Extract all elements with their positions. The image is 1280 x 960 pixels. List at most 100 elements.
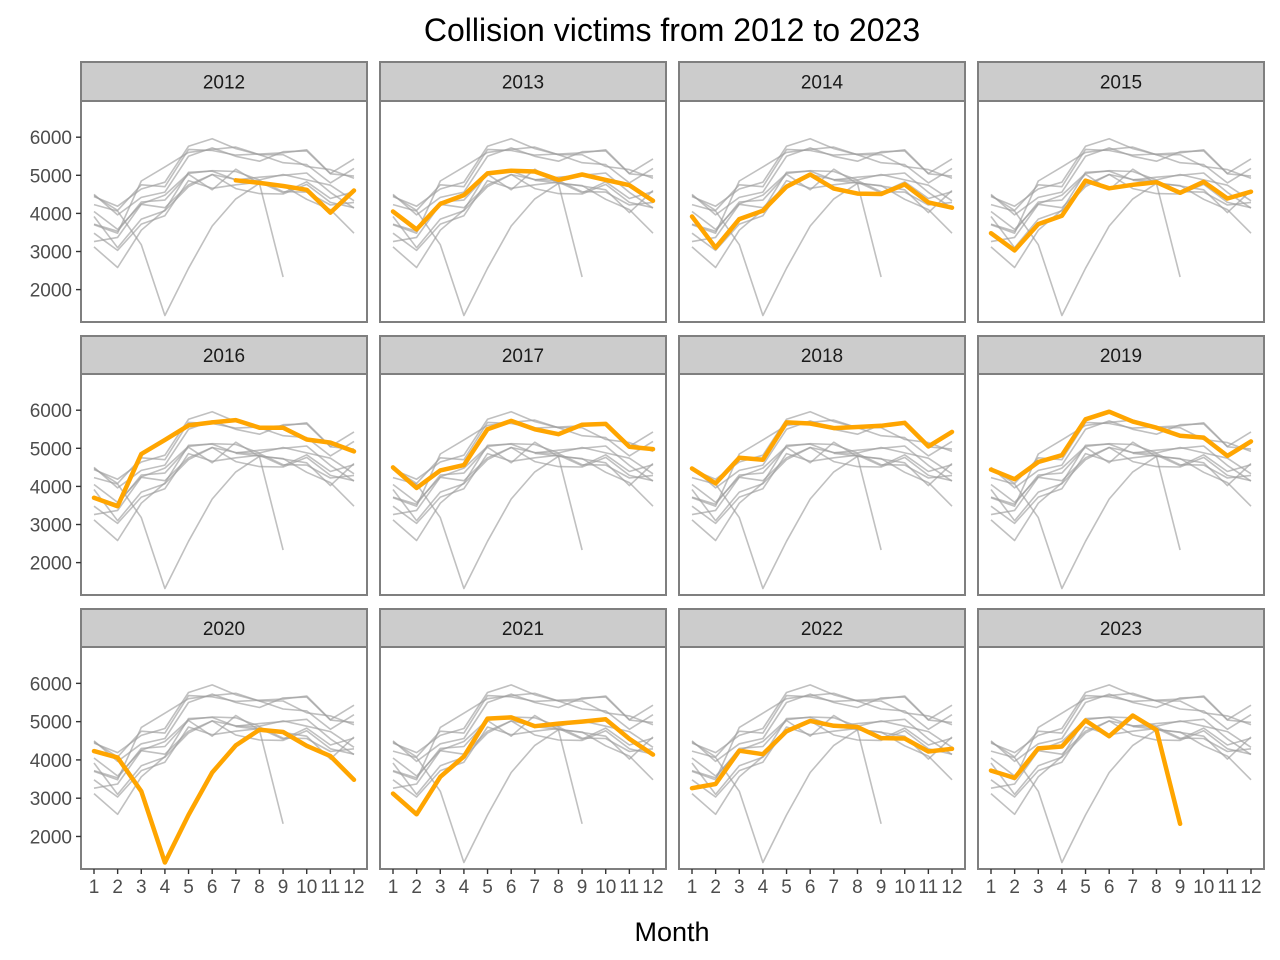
x-tick-label: 3 <box>1033 877 1044 898</box>
highlight-line-2016 <box>91 417 357 509</box>
x-tick-label: 10 <box>1193 877 1214 898</box>
strip-background <box>977 61 1265 102</box>
background-line-2021 <box>93 443 355 542</box>
background-line-2022 <box>93 446 355 516</box>
background-line-2015 <box>392 452 654 525</box>
background-line-2018 <box>990 694 1252 758</box>
background-line-2022 <box>392 446 654 516</box>
x-tick-label: 7 <box>530 877 541 898</box>
strip-label: 2019 <box>1100 346 1142 367</box>
background-line-2015 <box>392 179 654 252</box>
background-line-2020 <box>990 455 1252 590</box>
background-line-2018 <box>93 148 355 212</box>
y-tick-label: 5000 <box>30 166 72 187</box>
x-tick-label: 2 <box>411 877 422 898</box>
background-line-2019 <box>990 137 1252 207</box>
background-line-2020 <box>691 728 953 864</box>
background-line-2022 <box>990 173 1252 243</box>
facet-panel-2019: 2019 <box>977 335 1265 596</box>
background-line-2023 <box>990 168 1181 278</box>
y-tick-label: 2000 <box>30 827 72 848</box>
background-line-2014 <box>691 446 953 522</box>
background-line-2023 <box>93 168 284 278</box>
facet-panels: 2012 2000 3000 4000 5000 6000 2013 2014 2015 2016… <box>30 61 1265 898</box>
background-line-2014 <box>392 446 654 522</box>
strip-label: 2015 <box>1100 73 1142 94</box>
x-tick-label: 5 <box>1080 877 1091 898</box>
background-line-2018 <box>990 421 1252 485</box>
y-tick-label: 3000 <box>30 243 72 264</box>
background-line-2020 <box>392 455 654 590</box>
x-tick-label: 8 <box>254 877 265 898</box>
background-line-2021 <box>691 170 953 269</box>
highlight-line-2020 <box>91 727 357 865</box>
background-line-2018 <box>691 694 953 758</box>
x-tick-label: 6 <box>1104 877 1115 898</box>
background-line-2021 <box>691 443 953 542</box>
x-tick-label: 9 <box>876 877 887 898</box>
y-tick-label: 6000 <box>30 674 72 695</box>
background-line-2022 <box>93 720 355 789</box>
strip-label: 2023 <box>1100 619 1142 640</box>
strip-background <box>379 335 667 375</box>
background-line-2015 <box>93 452 355 525</box>
background-line-2019 <box>990 684 1252 754</box>
background-line-2021 <box>392 443 654 542</box>
x-tick-label: 4 <box>459 877 470 898</box>
facet-panel-2017: 2017 <box>379 335 667 596</box>
strip-label: 2017 <box>502 346 544 367</box>
y-tick-label: 6000 <box>30 401 72 422</box>
highlight-line-2012 <box>233 178 357 215</box>
x-tick-label: 9 <box>278 877 289 898</box>
background-line-2022 <box>691 173 953 243</box>
x-tick-label: 6 <box>207 877 218 898</box>
background-line-2015 <box>990 452 1252 525</box>
facet-panel-2018: 2018 <box>678 335 966 596</box>
x-tick-label: 2 <box>710 877 721 898</box>
highlight-line-2014 <box>689 172 955 250</box>
background-line-2023 <box>691 168 882 278</box>
strip-background <box>80 608 368 648</box>
background-line-2015 <box>93 179 355 252</box>
background-line-2023 <box>93 441 284 551</box>
background-line-2015 <box>990 726 1252 798</box>
x-tick-label: 8 <box>553 877 564 898</box>
strip-background <box>678 61 966 102</box>
facet-panel-2016: 2016 2000 3000 4000 5000 6000 <box>30 335 368 596</box>
x-tick-label: 10 <box>894 877 915 898</box>
background-line-2020 <box>990 182 1252 317</box>
y-tick-label: 6000 <box>30 128 72 149</box>
background-line-2018 <box>990 148 1252 212</box>
background-line-2020 <box>93 182 355 317</box>
facet-panel-2015: 2015 <box>977 61 1265 323</box>
x-tick-label: 7 <box>829 877 840 898</box>
x-tick-label: 5 <box>482 877 493 898</box>
x-tick-label: 11 <box>619 877 639 898</box>
background-line-2018 <box>93 694 355 758</box>
strip-label: 2013 <box>502 73 544 94</box>
facet-panel-2012: 2012 2000 3000 4000 5000 6000 <box>30 61 368 323</box>
y-tick-label: 3000 <box>30 516 72 537</box>
background-line-2019 <box>691 137 953 207</box>
background-line-2018 <box>691 148 953 212</box>
background-line-2023 <box>691 441 882 551</box>
strip-background <box>678 608 966 648</box>
x-tick-label: 10 <box>296 877 317 898</box>
strip-background <box>379 61 667 102</box>
strip-background <box>379 608 667 648</box>
facet-panel-2014: 2014 <box>678 61 966 323</box>
strip-label: 2020 <box>203 619 245 640</box>
y-tick-label: 4000 <box>30 204 72 225</box>
x-tick-label: 8 <box>1151 877 1162 898</box>
background-line-2018 <box>392 148 654 212</box>
strip-label: 2022 <box>801 619 843 640</box>
x-tick-label: 5 <box>781 877 792 898</box>
chart-title: Collision victims from 2012 to 2023 <box>424 12 920 48</box>
x-tick-label: 12 <box>343 877 364 898</box>
background-line-2020 <box>392 182 654 317</box>
strip-label: 2016 <box>203 346 245 367</box>
x-tick-label: 12 <box>941 877 962 898</box>
background-line-2019 <box>93 137 355 207</box>
